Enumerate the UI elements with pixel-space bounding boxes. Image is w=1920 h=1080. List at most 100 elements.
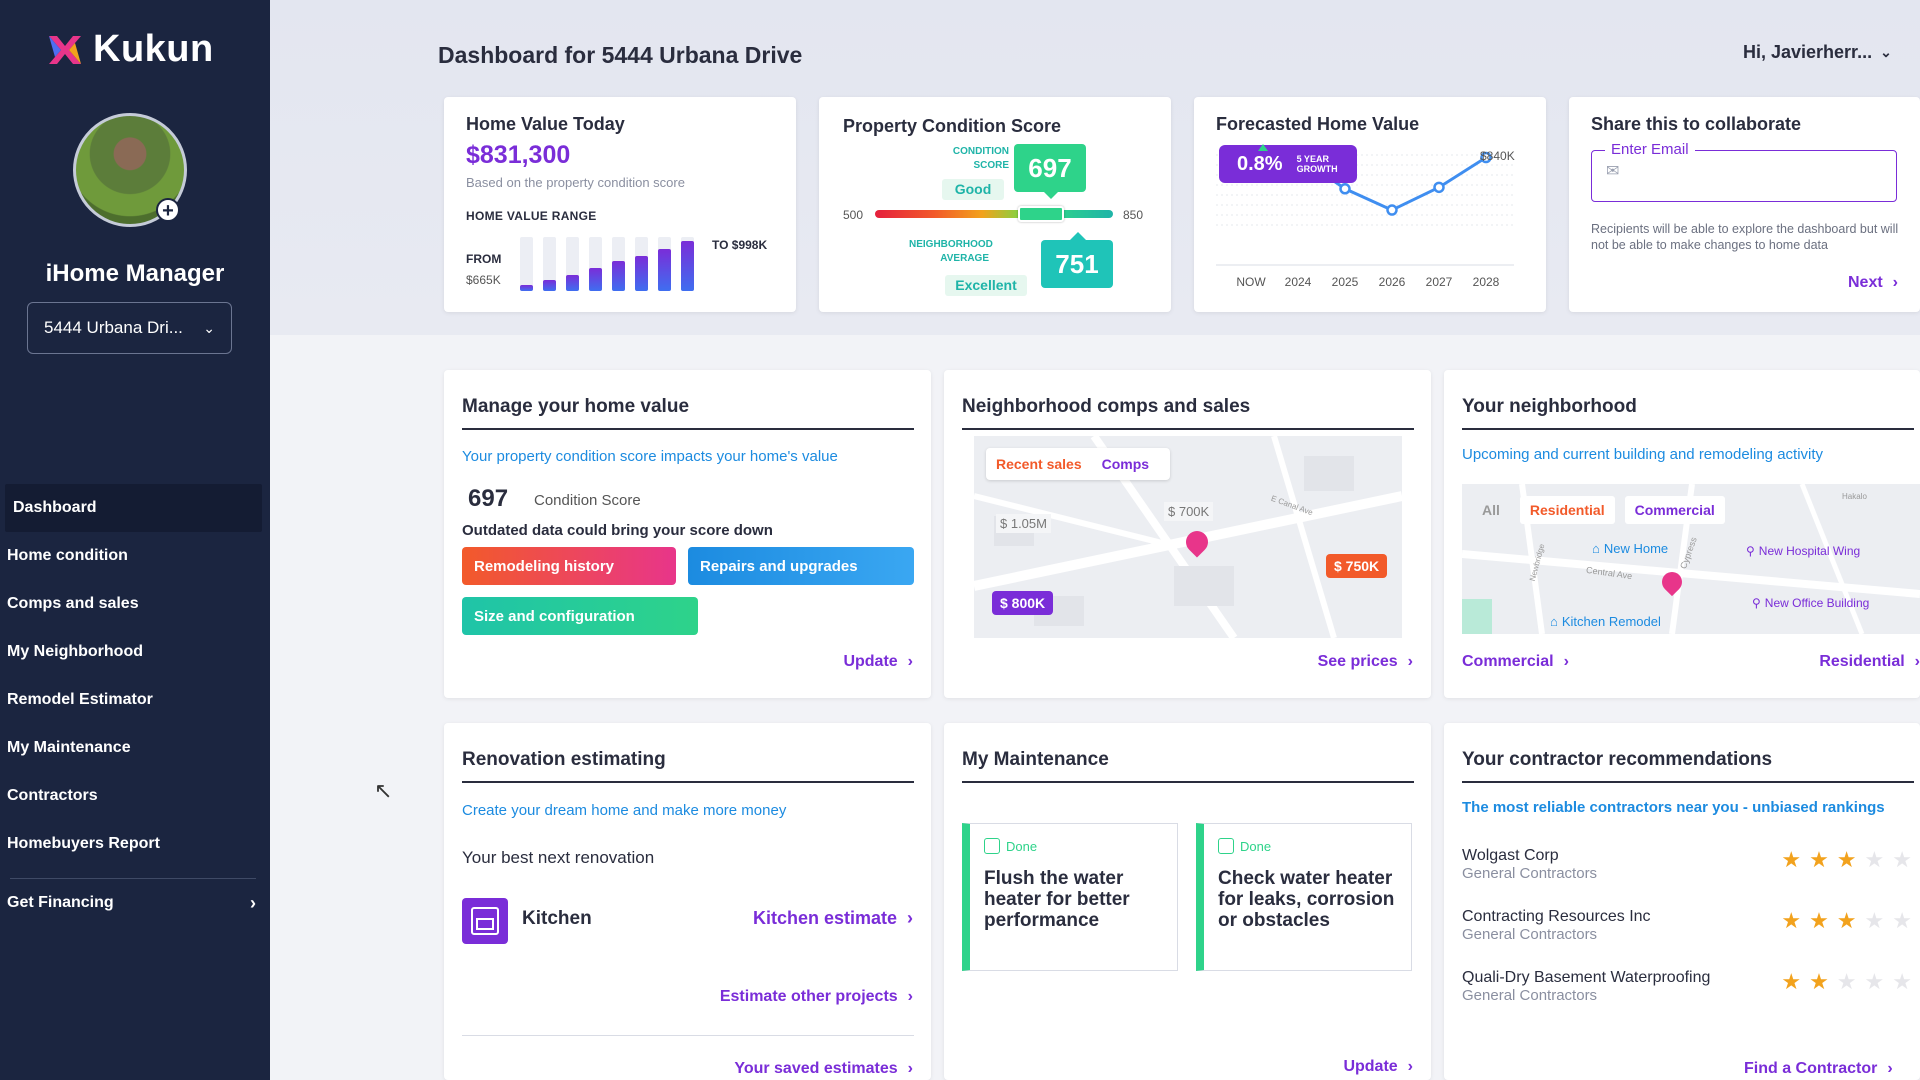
forecast-point[interactable] <box>1433 181 1445 194</box>
chevron-right-icon: › <box>250 892 256 913</box>
manage-update-button[interactable]: Update › <box>843 653 913 671</box>
estimate-other-label: Estimate other projects <box>719 988 898 1005</box>
neighborhood-average-value: 751 <box>1041 240 1113 288</box>
pin-hospital[interactable]: ⚲ New Hospital Wing <box>1746 544 1860 558</box>
estimate-other-button[interactable]: Estimate other projects › <box>720 988 913 1006</box>
sidebar-item-remodel-estimator[interactable]: Remodel Estimator <box>7 691 153 708</box>
star-icon: ★ <box>1892 908 1912 933</box>
share-card: Share this to collaborate ✉ Enter Email … <box>1569 97 1920 312</box>
contractor-row[interactable]: Wolgast Corp General Contractors ★ ★ ★ ★ ★ <box>1462 847 1912 882</box>
pin-new-home[interactable]: ⌂ New Home <box>1592 541 1668 556</box>
comp-price-2[interactable]: $ 700K <box>1164 502 1214 521</box>
growth-up-icon <box>1258 144 1268 151</box>
logo[interactable]: Kukun <box>45 28 214 71</box>
tab-comps[interactable]: Comps <box>1101 456 1150 472</box>
star-icon: ★ <box>1781 969 1802 994</box>
size-configuration-button[interactable]: Size and configuration <box>462 597 698 635</box>
home-icon: ⌂ <box>1592 541 1600 556</box>
find-contractor-button[interactable]: Find a Contractor › <box>1744 1060 1893 1078</box>
sidebar-item-my-maintenance[interactable]: My Maintenance <box>7 739 131 756</box>
pin-office-label: New Office Building <box>1764 596 1870 610</box>
next-button[interactable]: Next › <box>1848 274 1898 292</box>
sidebar-item-home-condition[interactable]: Home condition <box>7 547 128 564</box>
tab-recent-sales[interactable]: Recent sales <box>996 456 1082 472</box>
sidebar-item-homebuyers-report[interactable]: Homebuyers Report <box>7 835 160 852</box>
done-checkbox[interactable]: Done <box>984 838 1163 854</box>
contractor-row[interactable]: Contracting Resources Inc General Contrac… <box>1462 908 1912 943</box>
get-financing-label: Get Financing <box>7 894 114 911</box>
saved-estimates-label: Your saved estimates <box>734 1060 898 1077</box>
sidebar-item-contractors[interactable]: Contractors <box>7 787 98 804</box>
range-bar-bg <box>520 237 533 291</box>
star-icon: ★ <box>1836 847 1857 872</box>
pin-hospital-label: New Hospital Wing <box>1758 544 1861 558</box>
share-title: Share this to collaborate <box>1591 114 1802 134</box>
chevron-right-icon: › <box>1914 653 1920 670</box>
remodeling-history-button[interactable]: Remodeling history <box>462 547 676 585</box>
tab-all[interactable]: All <box>1482 502 1500 518</box>
home-value-amount: $831,300 <box>466 141 571 169</box>
maintenance-task-2[interactable]: Done Check water heater for leaks, corro… <box>1196 823 1412 971</box>
repairs-upgrades-button[interactable]: Repairs and upgrades <box>688 547 914 585</box>
tab-commercial[interactable]: Commercial <box>1624 496 1725 524</box>
address-select[interactable]: 5444 Urbana Dri... ⌄ <box>27 302 232 354</box>
x-tick-label: 2026 <box>1379 275 1406 289</box>
sidebar-item-my-neighborhood[interactable]: My Neighborhood <box>7 643 143 660</box>
brand-name: Kukun <box>93 28 214 70</box>
neighborhood-map[interactable]: Newbridge Hakalo Central Ave Cypress All… <box>1462 484 1920 634</box>
range-from-value: $665K <box>466 273 501 287</box>
contractor-name: Quali-Dry Basement Waterproofing <box>1462 969 1711 986</box>
manage-subtitle: Your property condition score impacts yo… <box>462 448 838 465</box>
residential-link[interactable]: Residential › <box>1819 653 1920 671</box>
maintenance-task-1[interactable]: Done Flush the water heater for better p… <box>962 823 1178 971</box>
tab-residential[interactable]: Residential <box>1519 496 1615 524</box>
done-label: Done <box>1240 838 1272 854</box>
range-bar <box>635 256 648 291</box>
forecast-chart: NOW 2024 2025 2026 2027 2028 <box>1216 150 1514 289</box>
neighborhood-average-label: NEIGHBORHOOD AVERAGE <box>909 239 993 264</box>
forecast-point[interactable] <box>1480 151 1492 164</box>
chevron-right-icon: › <box>907 1060 913 1077</box>
x-tick-label: NOW <box>1236 275 1266 289</box>
saved-estimates-button[interactable]: Your saved estimates › <box>734 1060 913 1078</box>
x-tick-label: 2024 <box>1285 275 1312 289</box>
star-icon: ★ <box>1836 969 1857 994</box>
comps-map[interactable]: E Canal Ave Recent sales Comps $ 1.05M $… <box>974 436 1402 638</box>
sidebar-item-comps-and-sales[interactable]: Comps and sales <box>7 595 139 612</box>
maintenance-update-button[interactable]: Update › <box>1343 1058 1413 1076</box>
contractor-row[interactable]: Quali-Dry Basement Waterproofing General … <box>1462 969 1912 1004</box>
comp-price-1[interactable]: $ 1.05M <box>996 514 1051 533</box>
value-range-bars <box>520 237 700 291</box>
forecast-point[interactable] <box>1386 204 1398 216</box>
email-field[interactable]: ✉ <box>1591 150 1897 202</box>
range-bar <box>520 285 533 291</box>
sidebar-item-dashboard[interactable]: Dashboard <box>5 484 262 532</box>
kitchen-icon <box>462 898 508 944</box>
chevron-down-icon: ⌄ <box>203 319 215 336</box>
kitchen-estimate-label: Kitchen estimate <box>752 908 897 928</box>
avatar[interactable] <box>73 113 187 227</box>
pin-kitchen[interactable]: ⌂ Kitchen Remodel <box>1550 614 1661 629</box>
email-label: Enter Email <box>1605 141 1695 158</box>
see-prices-button[interactable]: See prices › <box>1318 653 1413 671</box>
add-photo-icon[interactable]: + <box>156 198 180 222</box>
user-menu[interactable]: Hi, Javierherr... ⌄ <box>1743 42 1892 63</box>
range-bar <box>566 275 579 291</box>
nav-divider <box>10 878 256 879</box>
renovation-subtitle: Create your dream home and make more mon… <box>462 802 787 819</box>
average-pointer-icon <box>1070 232 1086 240</box>
comp-price-4[interactable]: $ 800K <box>992 591 1054 615</box>
kitchen-estimate-button[interactable]: Kitchen estimate › <box>753 908 913 929</box>
home-value-note: Based on the property condition score <box>466 175 685 190</box>
comp-price-3[interactable]: $ 750K <box>1326 554 1388 578</box>
forecast-point[interactable] <box>1339 183 1351 195</box>
neighborhood-grade: Excellent <box>945 275 1027 296</box>
find-contractor-label: Find a Contractor <box>1744 1060 1878 1077</box>
commercial-link[interactable]: Commercial › <box>1462 653 1569 671</box>
score-pointer-icon <box>1043 191 1059 199</box>
pin-office[interactable]: ⚲ New Office Building <box>1752 596 1869 610</box>
manage-score: 697 <box>468 485 509 512</box>
range-bar <box>543 280 556 291</box>
sidebar-item-get-financing[interactable]: Get Financing › <box>0 879 270 927</box>
done-checkbox[interactable]: Done <box>1218 838 1397 854</box>
